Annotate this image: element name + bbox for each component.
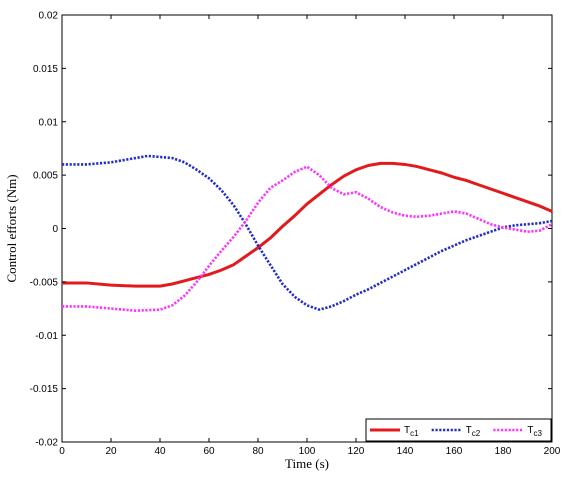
legend-label-main: T — [466, 425, 472, 436]
x-tick-label: 100 — [299, 446, 316, 457]
x-tick-label: 80 — [252, 446, 264, 457]
legend-label-tc3: Tc3 — [527, 425, 542, 438]
series-line-tc3 — [62, 165, 553, 313]
x-tick-label: 0 — [59, 446, 65, 457]
y-tick-label: 0.02 — [39, 11, 59, 22]
x-tick-label: 60 — [203, 446, 215, 457]
x-tick-label: 40 — [154, 446, 166, 457]
ticks-layer: 0 20 40 60 80 100 120 140 160 180 200 -0.02 -0.015 -0… — [30, 11, 561, 458]
plot-area — [61, 14, 553, 443]
y-tick-label: 0.015 — [33, 64, 58, 75]
legend-label-tc1: Tc1 — [404, 425, 419, 438]
legend-label-main: T — [404, 425, 410, 436]
y-tick-label: 0 — [52, 224, 58, 235]
x-tick-label: 160 — [446, 446, 463, 457]
legend-label-sub: c2 — [472, 429, 481, 438]
legend: Tc1 Tc2 Tc3 — [365, 418, 552, 442]
legend-label-tc2: Tc2 — [466, 425, 481, 438]
series-layer — [62, 154, 553, 313]
x-tick-label: 180 — [495, 446, 512, 457]
x-tick-label: 120 — [348, 446, 365, 457]
series-line-tc2 — [62, 154, 553, 311]
legend-label-sub: c3 — [533, 429, 542, 438]
y-tick-label: -0.015 — [30, 384, 59, 395]
x-tick-label: 200 — [544, 446, 561, 457]
y-axis-label: Control efforts (Nm) — [4, 174, 19, 282]
x-tick-label: 20 — [105, 446, 117, 457]
x-tick-label: 140 — [397, 446, 414, 457]
y-tick-label: 0.01 — [39, 117, 59, 128]
legend-label-sub: c1 — [410, 429, 419, 438]
y-tick-label: -0.02 — [35, 438, 58, 449]
x-axis-label: Time (s) — [285, 456, 329, 471]
series-line-tc1 — [62, 161, 553, 288]
y-tick-label: -0.005 — [30, 277, 59, 288]
y-tick-label: -0.01 — [35, 331, 58, 342]
legend-label-main: T — [527, 425, 533, 436]
y-tick-label: 0.005 — [33, 171, 58, 182]
